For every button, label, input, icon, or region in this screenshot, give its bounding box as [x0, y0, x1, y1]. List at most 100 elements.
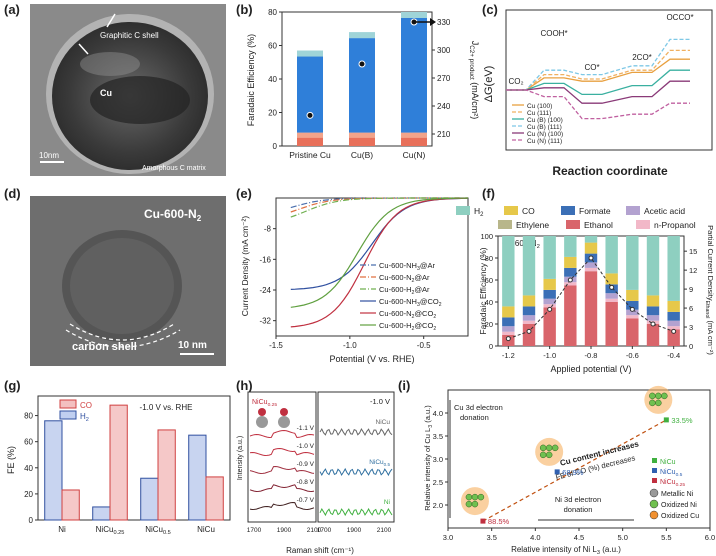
x-tick-label-i: 3.0 — [443, 533, 453, 542]
potential-label-h: -0.7 V — [297, 497, 315, 504]
fe-bar-segment — [522, 295, 536, 307]
legend-label-f: Ethylene — [516, 220, 549, 230]
bar-segment-top — [401, 12, 427, 18]
y-tick-label-f: 40 — [485, 298, 493, 307]
fe-bar-segment — [626, 236, 639, 290]
data-point-i — [663, 417, 669, 423]
y2-tick-label-b: 300 — [437, 46, 451, 55]
step-label-c: CO₂ — [508, 77, 523, 86]
fe-bar-segment — [626, 315, 639, 319]
bar-segment-pink — [297, 132, 323, 138]
fe-bar-segment — [667, 311, 680, 321]
legend-label-f: Formate — [579, 206, 611, 216]
legend-label-c: Cu (111) — [527, 110, 551, 117]
bar-c2-fe — [297, 56, 323, 133]
legend-label-f: Acetic acid — [644, 206, 685, 216]
x-tick-label-e: -1.5 — [269, 341, 283, 350]
step-label-c: COOH* — [540, 29, 567, 38]
x-axis-label-f: Applied potential (V) — [550, 364, 631, 374]
fe-bar-segment — [626, 289, 639, 301]
fe-bar-segment — [543, 298, 556, 305]
plot-frame-h-left — [247, 391, 317, 523]
tem-image-a: Graphitic C shell Cu 10nm Amorphous C ma… — [30, 4, 226, 176]
nanoparticle-atom — [655, 392, 662, 400]
nanoparticle-atom — [471, 493, 479, 501]
x-tick-label-f: -0.6 — [626, 351, 639, 360]
legend-swatch-f — [566, 220, 580, 229]
legend-label-c: Cu (N) (100) — [527, 131, 563, 138]
raman-trace-left — [249, 484, 315, 493]
ethanol-current-line — [508, 257, 674, 340]
fe-bar-segment — [543, 307, 556, 346]
legend-swatch-h2 — [59, 410, 77, 420]
bar-segment-top — [349, 32, 375, 39]
nanoparticle-atom — [471, 500, 479, 508]
trace-label-h: NiCu0.5 — [369, 459, 390, 467]
raman-trace-right — [319, 427, 393, 437]
nanoparticle-atom — [545, 444, 553, 452]
chart-f-title: Cu-600-N2 — [502, 239, 540, 250]
current-density-point — [358, 60, 366, 68]
y-tick-label-b: 60 — [268, 42, 277, 51]
h-left-title: NiCu0.25 — [252, 399, 277, 408]
y-tick-label-b: 20 — [268, 109, 277, 118]
panel-label-h: (h) — [236, 378, 253, 393]
amorphous-matrix-label: Amorphous C matrix — [142, 165, 206, 172]
nanoparticle-atom — [649, 399, 656, 407]
plot-frame-e — [275, 197, 469, 337]
legend-label-c: Cu (100) — [527, 103, 552, 110]
legend-label-c: Cu (B) (111) — [527, 124, 562, 131]
category-label-g: NiCu0.25 — [96, 525, 125, 536]
jv-curve-1 — [290, 197, 468, 213]
tem-image-d: Cu-600-N2 carbon shell 10 nm — [30, 196, 226, 366]
x-tick-label-f: -0.8 — [585, 351, 598, 360]
legend-label-e: Cu-600-N2@Ar — [379, 273, 430, 284]
legend-label-e: Cu-600-NH3@Ar — [379, 261, 435, 272]
oxygen-atom-icon — [280, 408, 288, 416]
x-tick-label-h: 1900 — [277, 527, 292, 534]
oxygen-atom-icon — [258, 408, 266, 416]
y2-tick-label-b: 210 — [437, 130, 451, 139]
x-tick-label-i: 5.0 — [617, 533, 627, 542]
legend-label-e: Cu-600-H2@CO2 — [379, 321, 436, 332]
potential-label-h: -1.0 V — [297, 443, 315, 450]
y2-tick-label-f: 9 — [689, 285, 693, 294]
legend-label-i: Metallic Ni — [661, 491, 694, 498]
nanoparticle-atom — [551, 444, 559, 452]
jv-curve-5 — [290, 197, 469, 308]
y-axis-label-h: Intensity (a.u.) — [237, 436, 244, 480]
legend-swatch-f — [626, 206, 640, 215]
tem-image-a-art: Graphitic C shell Cu 10nm Amorphous C ma… — [30, 4, 226, 176]
fe-bar-segment — [605, 298, 618, 302]
legend-label-i: NiCu — [660, 459, 676, 466]
legend-label-i: Oxidized Ni — [661, 502, 697, 509]
cu-core-label: Cu — [100, 88, 112, 98]
legend-label-c: Cu (B) (100) — [527, 117, 563, 124]
y-axis-label-f: Faradaic Efficiency (%) — [478, 247, 488, 334]
panel-label-g: (g) — [4, 378, 21, 393]
x-tick-label-i: 5.5 — [661, 533, 671, 542]
y-tick-label-g: 40 — [24, 464, 33, 473]
x-tick-label-h: 1700 — [247, 527, 262, 534]
legend-swatch-i — [652, 478, 657, 483]
panel-label-i: (i) — [398, 378, 411, 393]
raman-trace-left — [249, 447, 315, 457]
fe-bar-segment — [584, 262, 598, 268]
ethanol-current-point — [588, 255, 594, 261]
step-label-c: CO* — [584, 63, 599, 72]
ethanol-current-point — [609, 284, 615, 290]
bar-segment-pink — [401, 132, 427, 138]
chart-h: Intensity (a.u.) Raman shift (cm⁻¹) NiCu0.… — [237, 391, 395, 555]
category-label-b: Cu(N) — [403, 150, 426, 160]
carbon-shell-label: carbon shell — [72, 341, 137, 353]
chart-b: 0 20 40 60 80 210 240 270 300 330 Faradaic Efficie… — [246, 8, 480, 160]
y-tick-label-e: -32 — [259, 317, 271, 326]
y-tick-label-f: 100 — [480, 232, 493, 241]
ethanol-current-point — [629, 306, 635, 312]
fe-bar-segment — [564, 285, 577, 346]
ethanol-current-point — [671, 328, 677, 334]
fe-bar-segment — [646, 306, 660, 316]
ni-donation-label: Ni 3d electron — [555, 495, 601, 504]
y-tick-label-i: 3.5 — [433, 432, 443, 441]
x-tick-label-i: 4.0 — [530, 533, 540, 542]
